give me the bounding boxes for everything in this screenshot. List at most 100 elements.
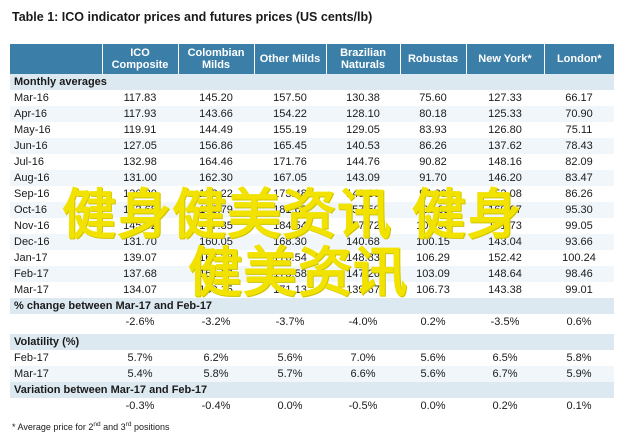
table-cell: 143.38 [488, 284, 522, 296]
table-row: Aug-16 131.00 162.30 167.05 143.09 91.70 146.2… [10, 170, 614, 186]
column-header: New York* [465, 44, 544, 74]
table-cell: 80.18 [400, 106, 466, 122]
table-cell: 144.76 [346, 156, 380, 168]
table-cell: 145.20 [199, 92, 233, 104]
spacer-cell [10, 414, 614, 418]
table-cell: 95.30 [544, 202, 614, 218]
table-cell: 82.09 [565, 156, 593, 168]
table-cell: 148.83 [346, 252, 380, 264]
table-cell: 130.38 [346, 92, 380, 104]
table-cell: 70.90 [544, 106, 614, 122]
table-cell: 171.76 [273, 156, 307, 168]
table-cell: -3.5% [490, 316, 520, 328]
section-header: Volatility (%) [10, 334, 614, 350]
table-cell: 0.6% [566, 316, 592, 328]
row-label [10, 398, 102, 414]
row-label: Aug-16 [10, 170, 102, 186]
table-cell: 0.2% [420, 316, 446, 328]
table-cell: 157.50 [326, 202, 400, 218]
row-label: Oct-16 [10, 202, 102, 218]
row-label: Nov-16 [14, 220, 50, 232]
table-cell: 5.6% [420, 352, 446, 364]
table-cell: 98.46 [544, 266, 614, 282]
table-row: Apr-16 117.93 143.66 154.22 128.10 80.18 125.3… [10, 106, 614, 122]
table-cell: 131.70 [102, 234, 178, 250]
table-cell: 5.8% [566, 352, 592, 364]
table-cell: 144.49 [199, 124, 233, 136]
table-cell: 184.54 [273, 220, 307, 232]
spacer-row [10, 414, 614, 418]
table-cell: 5.6% [400, 366, 466, 382]
row-label: Dec-16 [10, 234, 102, 250]
table-cell: 99.05 [565, 220, 593, 232]
table-cell: 142.68 [102, 202, 178, 218]
table-row: -2.6% -3.2% -3.7% -4.0% 0.2% -3.5% 0.6% [10, 314, 614, 330]
table-cell: 99.01 [565, 284, 593, 296]
table-cell: 91.70 [400, 170, 466, 186]
section-header: % change between Mar-17 and Feb-17 [10, 298, 614, 314]
table-cell: 157.50 [273, 92, 307, 104]
column-header: ICO Composite [101, 44, 178, 74]
column-header: London* [543, 44, 614, 74]
row-label [10, 314, 102, 330]
row-label: Feb-17 [14, 352, 49, 364]
table-cell: 156.86 [178, 138, 254, 154]
table-row: Mar-17 5.4% 5.8% 5.7% 6.6% 5.6% 6.7% 5.9% [10, 366, 614, 382]
column-header: Other Milds [253, 44, 326, 74]
table-row: Dec-16 131.70 160.05 168.30 140.68 100.15 143.… [10, 234, 614, 250]
table-row: -0.3% -0.4% 0.0% -0.5% 0.0% 0.2% 0.1% [10, 398, 614, 414]
footnote-text: * Average price for 2 [12, 422, 94, 432]
table-cell: 0.0% [277, 400, 303, 412]
price-table: ICO Composite Colombian Milds Other Milds B… [10, 44, 614, 418]
row-label: Jun-16 [10, 138, 102, 154]
table-row: Jun-16 127.05 156.86 165.45 140.53 86.26 137.6… [10, 138, 614, 154]
section-header: Variation between Mar-17 and Feb-17 [10, 382, 614, 398]
table-cell: 164.46 [199, 156, 233, 168]
table-cell: 157.72 [346, 220, 380, 232]
table-cell: -2.6% [125, 316, 155, 328]
row-label: Feb-17 [10, 266, 102, 282]
table-cell: 176.79 [178, 202, 254, 218]
table-cell: 86.26 [400, 138, 466, 154]
table-cell: 164.10 [178, 266, 254, 282]
table-cell: 5.7% [254, 366, 326, 382]
header-corner [10, 44, 102, 74]
table-row: Oct-16 142.68 176.79 181.62 157.50 103.01 160.… [10, 202, 614, 218]
table-cell: 94.30 [419, 188, 447, 200]
table-row: Feb-17 5.7% 6.2% 5.6% 7.0% 5.6% 6.5% 5.8% [10, 350, 614, 366]
footnote-sup: nd [93, 421, 101, 428]
table-cell: 161.73 [488, 220, 522, 232]
section-label: Monthly averages [10, 74, 614, 90]
table-cell: 117.93 [102, 106, 178, 122]
table-cell: 136.20 [123, 188, 157, 200]
table-cell: 137.68 [102, 266, 178, 282]
table-cell: 148.16 [488, 156, 522, 168]
table-cell: 134.07 [123, 284, 157, 296]
table-cell: 83.47 [544, 170, 614, 186]
table-row: Mar-16 117.83 145.20 157.50 130.38 75.60 127.3… [10, 90, 614, 106]
section-label: % change between Mar-17 and Feb-17 [10, 298, 614, 314]
table-cell: 176.54 [273, 252, 307, 264]
table-cell: -4.0% [348, 316, 378, 328]
table-cell: 131.00 [102, 170, 178, 186]
table-cell: 6.7% [466, 366, 544, 382]
table-cell: 171.13 [273, 284, 307, 296]
footnote-sup: rd [125, 421, 132, 428]
table-cell: 129.05 [346, 124, 380, 136]
row-label: Mar-16 [14, 92, 49, 104]
table-cell: 143.04 [466, 234, 544, 250]
table-cell: 168.22 [199, 188, 233, 200]
table-cell: 86.26 [565, 188, 593, 200]
column-header: Brazilian Naturals [325, 44, 400, 74]
table-row: Nov-16 145.82 177.85 184.54 157.72 106.50 161.… [10, 218, 614, 234]
table-cell: 75.60 [419, 92, 447, 104]
table-row: May-16 119.91 144.49 155.19 129.05 83.93 126.8… [10, 122, 614, 138]
table-cell: 75.11 [565, 124, 593, 136]
table-cell: 140.53 [326, 138, 400, 154]
table-cell: 66.17 [565, 92, 593, 104]
table-cell: 5.8% [178, 366, 254, 382]
table-row: Jan-17 139.07 166.28 176.54 148.83 106.29 152.… [10, 250, 614, 266]
table-cell: 103.01 [400, 202, 466, 218]
table-cell: 103.09 [400, 266, 466, 282]
table-cell: -3.7% [275, 316, 305, 328]
